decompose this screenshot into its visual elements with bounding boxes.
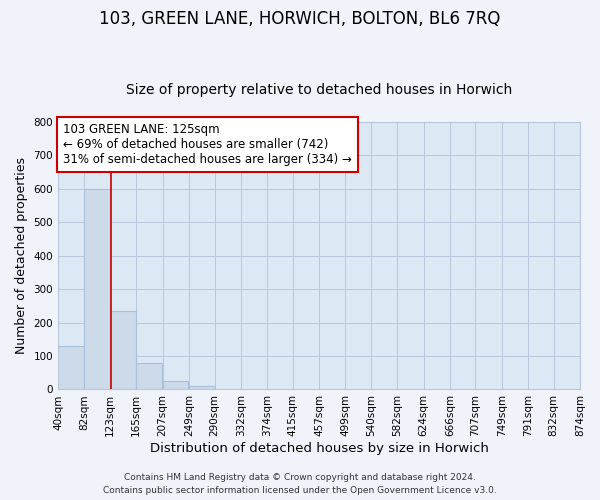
Bar: [110, 311, 136, 390]
Text: 103 GREEN LANE: 125sqm
← 69% of detached houses are smaller (742)
31% of semi-de: 103 GREEN LANE: 125sqm ← 69% of detached…: [63, 123, 352, 166]
Bar: [136, 364, 162, 390]
Y-axis label: Number of detached properties: Number of detached properties: [15, 157, 28, 354]
Text: Contains HM Land Registry data © Crown copyright and database right 2024.
Contai: Contains HM Land Registry data © Crown c…: [103, 474, 497, 495]
X-axis label: Distribution of detached houses by size in Horwich: Distribution of detached houses by size …: [149, 442, 488, 455]
Bar: [163, 381, 188, 390]
Text: 103, GREEN LANE, HORWICH, BOLTON, BL6 7RQ: 103, GREEN LANE, HORWICH, BOLTON, BL6 7R…: [100, 10, 500, 28]
Bar: [58, 346, 84, 390]
Bar: [189, 386, 215, 390]
Title: Size of property relative to detached houses in Horwich: Size of property relative to detached ho…: [126, 83, 512, 97]
Bar: [85, 188, 110, 390]
